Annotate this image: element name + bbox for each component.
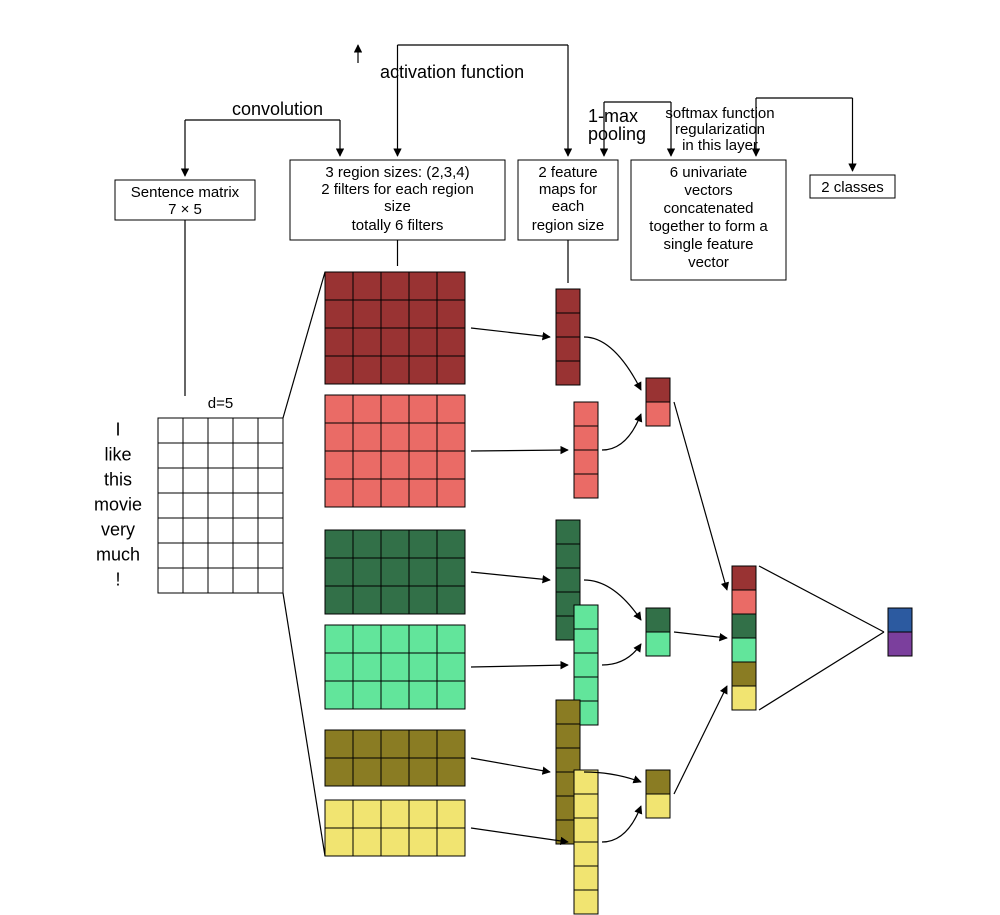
concat-1 bbox=[732, 590, 756, 614]
svg-text:each: each bbox=[552, 198, 585, 215]
concat-5 bbox=[732, 686, 756, 710]
svg-text:region size: region size bbox=[532, 217, 605, 234]
svg-text:totally 6 filters: totally 6 filters bbox=[352, 217, 444, 234]
concat-4 bbox=[732, 662, 756, 686]
svg-text:2 filters for each region: 2 filters for each region bbox=[321, 181, 474, 198]
pool-2-b bbox=[646, 794, 670, 818]
word-6: ! bbox=[115, 570, 120, 590]
word-5: much bbox=[96, 545, 140, 565]
svg-text:concatenated: concatenated bbox=[663, 200, 753, 217]
svg-text:vector: vector bbox=[688, 254, 729, 271]
svg-text:7 × 5: 7 × 5 bbox=[168, 201, 202, 218]
pool-2-a bbox=[646, 770, 670, 794]
word-1: like bbox=[104, 445, 131, 465]
filter-grid-4 bbox=[325, 730, 465, 786]
word-0: I bbox=[115, 420, 120, 440]
featuremap-1 bbox=[574, 402, 598, 498]
softmax-label-3: in this layer bbox=[682, 137, 758, 154]
filter-grid-2 bbox=[325, 530, 465, 614]
svg-text:maps for: maps for bbox=[539, 181, 597, 198]
class-0 bbox=[888, 608, 912, 632]
svg-text:Sentence matrix: Sentence matrix bbox=[131, 184, 240, 201]
d-label: d=5 bbox=[208, 395, 233, 412]
pool-0-a bbox=[646, 378, 670, 402]
word-4: very bbox=[101, 520, 135, 540]
svg-text:2 classes: 2 classes bbox=[821, 179, 884, 196]
pooling-label-2: pooling bbox=[588, 124, 646, 144]
filter-grid-0 bbox=[325, 272, 465, 384]
svg-text:6 univariate: 6 univariate bbox=[670, 164, 748, 181]
softmax-label-2: regularization bbox=[675, 121, 765, 138]
filter-grid-5 bbox=[325, 800, 465, 856]
concat-2 bbox=[732, 614, 756, 638]
convolution-label: convolution bbox=[232, 99, 323, 119]
word-3: movie bbox=[94, 495, 142, 515]
filter-grid-3 bbox=[325, 625, 465, 709]
filter-grid-1 bbox=[325, 395, 465, 507]
concat-0 bbox=[732, 566, 756, 590]
word-2: this bbox=[104, 470, 132, 490]
pool-1-b bbox=[646, 632, 670, 656]
featuremap-5 bbox=[574, 770, 598, 914]
featuremap-0 bbox=[556, 289, 580, 385]
sentence-matrix-grid bbox=[158, 418, 283, 593]
class-1 bbox=[888, 632, 912, 656]
svg-text:together to form a: together to form a bbox=[649, 218, 768, 235]
svg-text:3 region sizes: (2,3,4): 3 region sizes: (2,3,4) bbox=[325, 164, 469, 181]
cnn-diagram: activation function convolution 1-maxpooli… bbox=[0, 0, 1000, 915]
activation-label: activation function bbox=[380, 62, 524, 82]
svg-text:vectors: vectors bbox=[684, 182, 732, 199]
softmax-label-1: softmax function bbox=[665, 105, 774, 122]
svg-text:2 feature: 2 feature bbox=[538, 164, 597, 181]
pool-1-a bbox=[646, 608, 670, 632]
pool-0-b bbox=[646, 402, 670, 426]
svg-text:single feature: single feature bbox=[663, 236, 753, 253]
svg-text:size: size bbox=[384, 198, 411, 215]
concat-3 bbox=[732, 638, 756, 662]
pooling-label-1: 1-max bbox=[588, 106, 638, 126]
